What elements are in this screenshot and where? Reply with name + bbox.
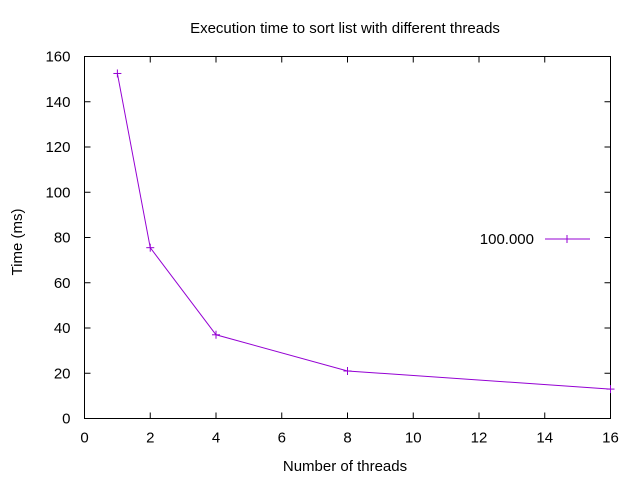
y-axis-label: Time (ms): [9, 209, 26, 276]
y-tick-label: 0: [62, 411, 70, 428]
y-tick-label: 60: [54, 275, 71, 292]
x-tick-label: 12: [471, 430, 488, 447]
y-tick-label: 20: [54, 365, 71, 382]
y-tick-label: 140: [45, 94, 70, 111]
y-tick-label: 40: [54, 320, 71, 337]
data-point: [606, 385, 615, 394]
legend-marker: [563, 235, 571, 243]
data-point: [113, 69, 122, 78]
axis-ticks: [84, 56, 611, 419]
x-tick-label: 16: [602, 430, 619, 447]
x-tick-label: 6: [278, 430, 286, 447]
x-tick-label: 4: [212, 430, 220, 447]
legend-label: 100.000: [480, 231, 534, 248]
x-tick-label: 8: [343, 430, 351, 447]
x-tick-label: 14: [536, 430, 553, 447]
x-axis-label: Number of threads: [283, 458, 407, 475]
y-tick-label: 100: [45, 184, 70, 201]
y-tick-label: 120: [45, 139, 70, 156]
legend: 100.000: [480, 231, 590, 248]
data-point: [146, 243, 155, 252]
y-tick-label: 160: [45, 49, 70, 66]
x-tick-label: 10: [405, 430, 422, 447]
x-tick-label: 2: [146, 430, 154, 447]
x-tick-label: 0: [80, 430, 88, 447]
series-layer: [113, 69, 615, 394]
data-point: [343, 366, 352, 375]
data-point: [212, 330, 220, 339]
series-line: [116, 73, 611, 390]
data-point: [563, 235, 571, 243]
chart-title: Execution time to sort list with differe…: [190, 20, 500, 37]
y-tick-label: 80: [54, 230, 71, 247]
